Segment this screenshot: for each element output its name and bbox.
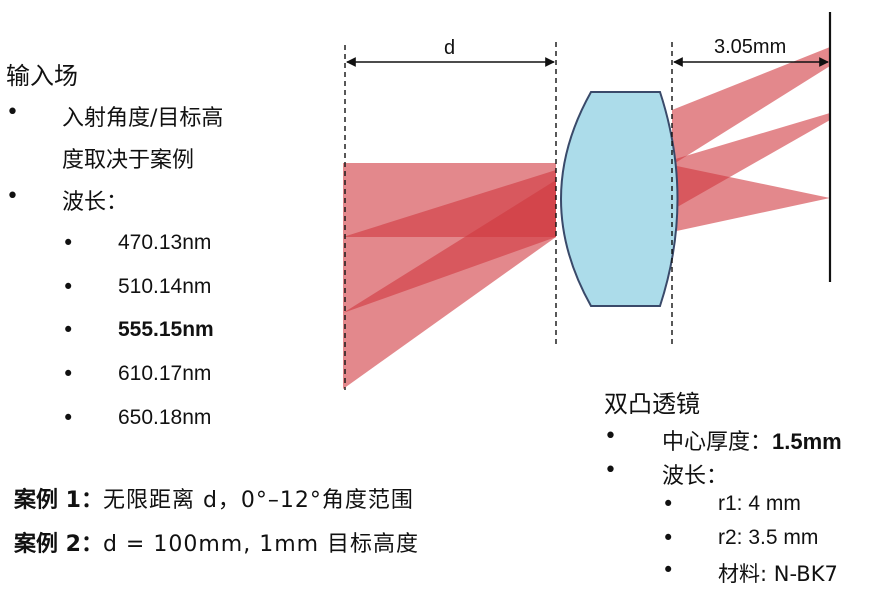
label-d: d [444,37,456,59]
case-2-label: 案例 2： [14,532,103,557]
bullet-icon: • [62,362,75,386]
case-1-text: 无限距离 d，0°–12°角度范围 [102,488,414,513]
case-1: 案例 1：无限距离 d，0°–12°角度范围 [14,482,414,514]
lens-thickness-value: 1.5mm [772,429,842,454]
bullet-icon: • [662,492,675,516]
beam-group [343,47,830,389]
input-title: 输入场 [6,62,78,90]
bullet-icon: • [62,406,75,430]
wavelength-item: 510.14nm [118,275,212,298]
case-2: 案例 2：d = 100mm, 1mm 目标高度 [14,526,419,558]
input-angle-line1: 入射角度/目标高 [62,106,224,131]
bullet-icon: • [62,231,75,255]
wavelength-item: 610.17nm [118,362,212,385]
case-2-text: d = 100mm, 1mm 目标高度 [102,532,420,557]
beam-out-bottom [672,165,830,232]
beam-out-top [672,47,830,165]
label-gap: 3.05mm [714,36,787,58]
lens-title: 双凸透镜 [604,390,700,418]
input-angle-line2: 度取决于案例 [62,148,195,173]
lens-param: r2: 3.5 mm [718,526,819,549]
wavelength-item-selected: 555.15nm [118,318,214,341]
bullet-icon: • [6,100,19,125]
lens-param: 材料: N-BK7 [718,562,838,586]
wavelength-item: 650.18nm [118,406,212,429]
beam-mid [343,170,556,313]
lens-wavelength-label: 波长： [662,464,729,489]
bullet-icon: • [604,458,617,483]
biconvex-lens [560,91,679,307]
wavelength-item: 470.13nm [118,231,212,254]
input-wavelength-label: 波长： [62,190,129,215]
bullet-icon: • [62,318,75,342]
bullet-icon: • [662,526,675,550]
lens-param: r1: 4 mm [718,492,801,515]
lens-thickness: 中心厚度：1.5mm [662,424,842,456]
bullet-icon: • [6,184,19,209]
bullet-icon: • [604,424,617,449]
beam-steep [343,180,556,389]
lens-thickness-label: 中心厚度： [662,430,773,455]
bullet-icon: • [62,275,75,299]
case-1-label: 案例 1： [14,488,103,513]
bullet-icon: • [662,558,675,582]
